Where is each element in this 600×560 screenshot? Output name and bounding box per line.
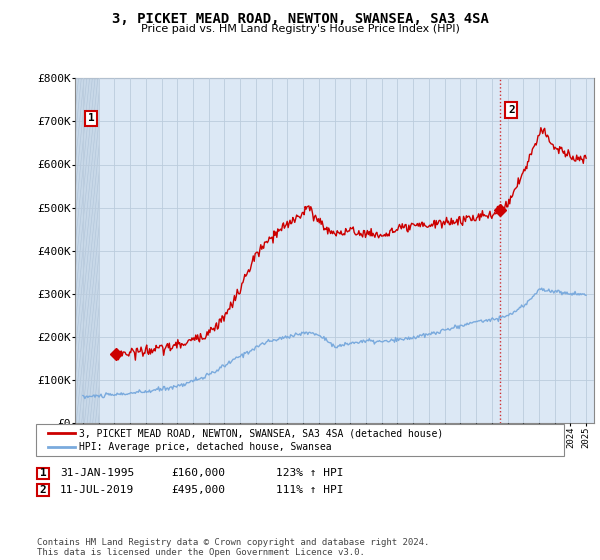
Text: 31-JAN-1995: 31-JAN-1995 [60,468,134,478]
Text: 11-JUL-2019: 11-JUL-2019 [60,485,134,495]
Text: 1: 1 [88,114,94,123]
Text: 2: 2 [508,105,515,115]
Text: 123% ↑ HPI: 123% ↑ HPI [276,468,343,478]
Text: 111% ↑ HPI: 111% ↑ HPI [276,485,343,495]
Text: 2: 2 [40,485,47,495]
Text: 3, PICKET MEAD ROAD, NEWTON, SWANSEA, SA3 4SA (detached house): 3, PICKET MEAD ROAD, NEWTON, SWANSEA, SA… [79,428,443,438]
Text: 3, PICKET MEAD ROAD, NEWTON, SWANSEA, SA3 4SA: 3, PICKET MEAD ROAD, NEWTON, SWANSEA, SA… [112,12,488,26]
Text: HPI: Average price, detached house, Swansea: HPI: Average price, detached house, Swan… [79,442,332,452]
Text: £495,000: £495,000 [171,485,225,495]
Text: Price paid vs. HM Land Registry's House Price Index (HPI): Price paid vs. HM Land Registry's House … [140,24,460,34]
Bar [75,78,98,423]
Text: 1: 1 [40,468,47,478]
Text: £160,000: £160,000 [171,468,225,478]
Text: Contains HM Land Registry data © Crown copyright and database right 2024.
This d: Contains HM Land Registry data © Crown c… [37,538,430,557]
